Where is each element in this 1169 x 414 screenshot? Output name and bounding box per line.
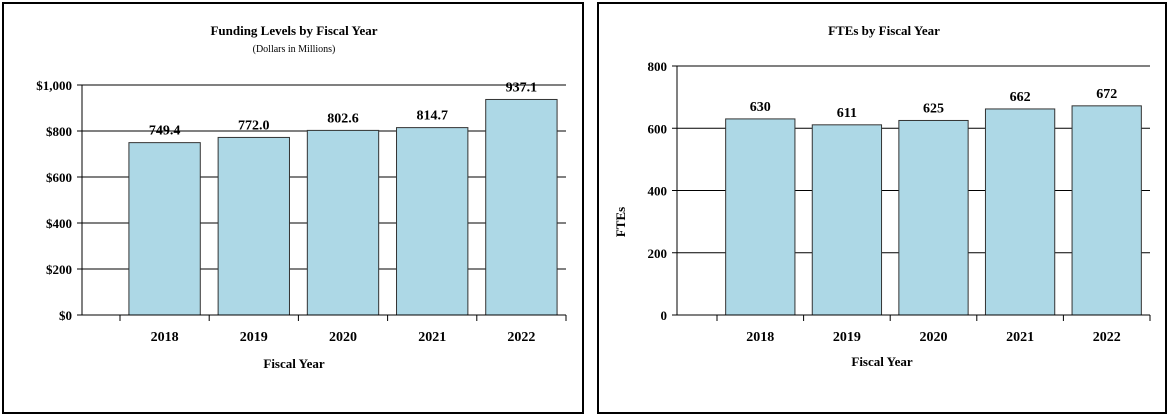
x-tick-label: 2019 — [833, 330, 861, 345]
x-tick-label: 2018 — [746, 330, 774, 345]
data-label: 802.6 — [327, 111, 359, 126]
y-tick-label: $0 — [59, 308, 72, 323]
data-label: 662 — [1010, 90, 1031, 105]
ftes-chart: FTEs by Fiscal Year Fiscal Year FTEs 630… — [613, 23, 1151, 369]
x-tick-label: 2021 — [418, 330, 446, 345]
x-tick-label: 2022 — [507, 330, 535, 345]
chart-title: Funding Levels by Fiscal Year — [210, 23, 377, 38]
y-tick-label: 400 — [648, 184, 668, 199]
x-tick-label: 2020 — [329, 330, 357, 345]
data-label: 625 — [923, 101, 944, 116]
y-tick-label: $1,000 — [36, 78, 72, 93]
data-label: 749.4 — [149, 124, 181, 139]
bar — [128, 142, 201, 316]
bar — [898, 119, 969, 316]
bar — [1071, 105, 1142, 316]
bar — [811, 124, 883, 316]
bar — [485, 98, 558, 316]
y-tick-label: 0 — [661, 308, 668, 323]
chart-title: FTEs by Fiscal Year — [828, 23, 940, 38]
data-label: 630 — [750, 100, 771, 115]
bar — [725, 118, 796, 316]
data-label: 814.7 — [416, 109, 448, 124]
y-tick-label: 600 — [648, 121, 668, 136]
data-label: 937.1 — [506, 80, 538, 95]
bar — [217, 136, 290, 316]
funding-chart-panel: Funding Levels by Fiscal Year (Dollars i… — [2, 2, 584, 414]
x-axis-title: Fiscal Year — [851, 354, 912, 369]
y-axis-title: FTEs — [613, 207, 628, 237]
y-tick-label: $800 — [46, 124, 72, 139]
bar — [306, 129, 380, 316]
bar — [396, 127, 469, 316]
x-tick-label: 2022 — [1093, 330, 1121, 345]
data-label: 772.0 — [238, 118, 270, 133]
chart-subtitle: (Dollars in Millions) — [253, 44, 336, 55]
x-tick-label: 2018 — [151, 330, 179, 345]
y-tick-label: $200 — [46, 262, 72, 277]
y-tick-label: $600 — [46, 170, 72, 185]
y-tick-label: 200 — [648, 246, 668, 261]
x-axis-title: Fiscal Year — [263, 356, 324, 371]
x-tick-label: 2020 — [920, 330, 948, 345]
data-label: 611 — [837, 106, 857, 121]
ftes-chart-panel: FTEs by Fiscal Year Fiscal Year FTEs 630… — [597, 2, 1167, 414]
bar — [984, 108, 1056, 316]
funding-chart: Funding Levels by Fiscal Year (Dollars i… — [36, 23, 567, 371]
y-tick-label: $400 — [46, 216, 72, 231]
x-tick-label: 2019 — [240, 330, 268, 345]
data-label: 672 — [1096, 87, 1117, 102]
y-tick-label: 800 — [648, 59, 668, 74]
x-tick-label: 2021 — [1006, 330, 1034, 345]
